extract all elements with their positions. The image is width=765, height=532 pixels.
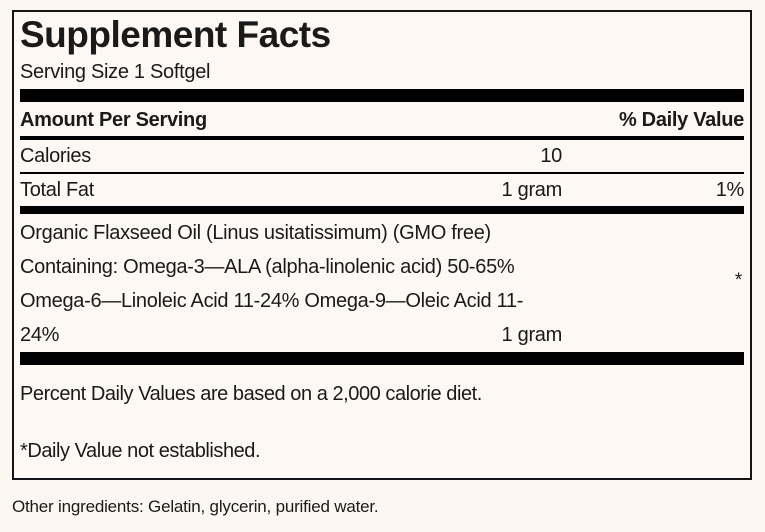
divider-bar-top xyxy=(20,89,744,102)
ingredient-block: Organic Flaxseed Oil (Linus usitatissimu… xyxy=(20,214,744,352)
divider-bar-middle xyxy=(20,206,744,214)
total-fat-row: Total Fat 1 gram 1% xyxy=(20,174,744,206)
panel-title: Supplement Facts xyxy=(20,14,331,55)
supplement-facts-panel: Supplement Facts Serving Size 1 Softgel … xyxy=(12,10,752,480)
nutrient-name: Total Fat xyxy=(20,179,94,201)
amount-per-serving-header: Amount Per Serving xyxy=(20,109,207,131)
footnote-not-established: *Daily Value not established. xyxy=(20,440,261,462)
nutrient-daily-value: 1% xyxy=(715,179,745,201)
daily-value-asterisk: * xyxy=(734,270,742,291)
serving-size-text: Serving Size 1 Softgel xyxy=(20,61,211,83)
ingredient-line: 24% 1 gram xyxy=(20,318,744,352)
divider-bar-bottom xyxy=(20,352,744,365)
nutrient-amount: 10 xyxy=(540,145,562,167)
nutrient-name: Calories xyxy=(20,145,91,167)
ingredient-line-text: 24% xyxy=(20,324,60,346)
calories-row: Calories 10 xyxy=(20,140,744,174)
ingredient-line: Organic Flaxseed Oil (Linus usitatissimu… xyxy=(20,222,491,244)
column-header-row: Amount Per Serving % Daily Value xyxy=(20,102,744,140)
nutrient-amount: 1 gram xyxy=(501,179,563,201)
other-ingredients-text: Other ingredients: Gelatin, glycerin, pu… xyxy=(12,497,379,516)
ingredient-line-text: Containing: Omega-3—ALA (alpha-linolenic… xyxy=(20,256,515,278)
footnote-daily-values: Percent Daily Values are based on a 2,00… xyxy=(20,383,482,405)
daily-value-header: % Daily Value xyxy=(618,109,744,131)
ingredient-amount: 1 gram xyxy=(501,324,563,346)
ingredient-line: Omega-6—Linoleic Acid 11-24% Omega-9—Ole… xyxy=(20,290,524,312)
ingredient-line: Containing: Omega-3—ALA (alpha-linolenic… xyxy=(20,250,744,291)
